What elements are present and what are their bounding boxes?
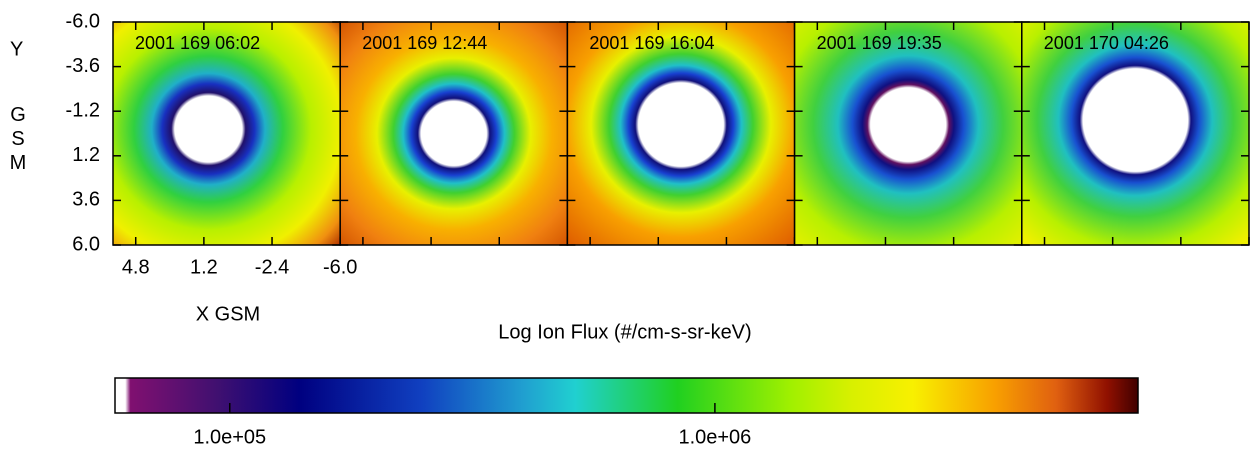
x-tick-label: -6.0: [323, 256, 357, 278]
x-tick-label: 1.2: [190, 256, 218, 278]
y-tick-label: 6.0: [72, 233, 100, 255]
y-tick-label: -3.6: [66, 55, 100, 77]
x-tick-label: 4.8: [122, 256, 150, 278]
y-tick-label: 3.6: [72, 189, 100, 211]
heatmap-panel: [566, 21, 796, 246]
panel-title: 2001 170 04:26: [1044, 33, 1169, 53]
y-axis-label-2: GSM: [7, 104, 29, 176]
x-axis-label: X GSM: [196, 303, 260, 325]
colorbar-tick-label: 1.0e+05: [193, 426, 266, 448]
colorbar-tick-label: 1.0e+06: [678, 426, 751, 448]
y-tick-label: -6.0: [66, 10, 100, 32]
colorbar: [114, 377, 1139, 414]
heatmap-panel: [1021, 21, 1250, 246]
y-tick-label: 1.2: [72, 144, 100, 166]
x-tick-label: -2.4: [255, 256, 289, 278]
panel-title: 2001 169 16:04: [589, 33, 714, 53]
panel-title: 2001 169 19:35: [817, 33, 942, 53]
y-tick-label: -1.2: [66, 99, 100, 121]
panel-title: 2001 169 06:02: [135, 33, 260, 53]
y-axis-label: Y: [10, 38, 23, 60]
panel-title: 2001 169 12:44: [362, 33, 487, 53]
heatmap-panel: [112, 21, 341, 246]
heatmap-panel: [793, 21, 1023, 246]
colorbar-label: Log Ion Flux (#/cm-s-sr-keV): [498, 321, 751, 343]
heatmap-panel: [339, 21, 569, 246]
